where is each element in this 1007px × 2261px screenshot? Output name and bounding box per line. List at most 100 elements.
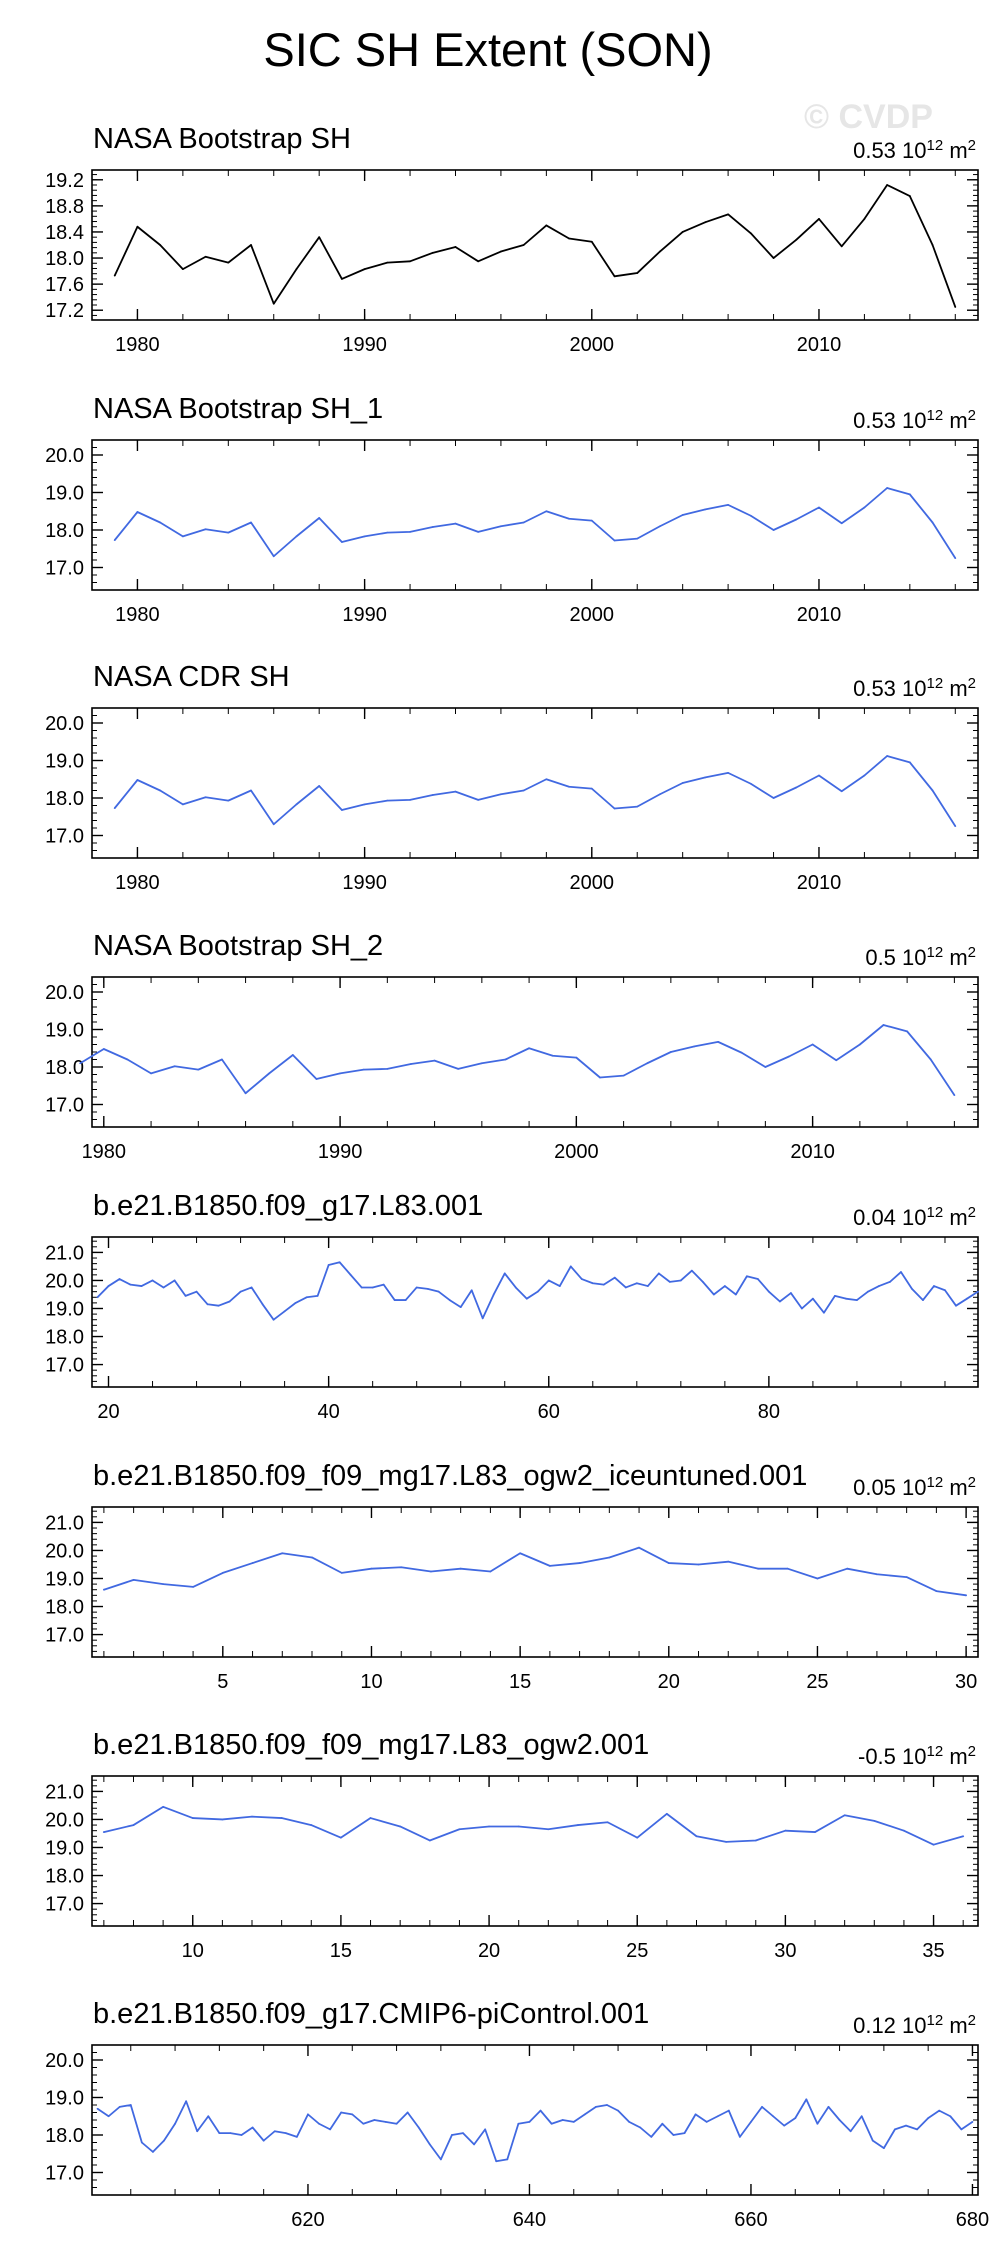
data-point [561, 2119, 564, 2121]
data-point [767, 1290, 770, 1293]
data-point [268, 1072, 271, 1075]
data-point [568, 785, 570, 788]
data-point [547, 1828, 550, 1831]
data-point [608, 1556, 611, 1559]
data-point [395, 2122, 398, 2125]
x-tick-label: 25 [806, 1671, 828, 1693]
trend-trend-unit: m [943, 945, 967, 970]
y-tick-label: 18.4 [45, 222, 84, 244]
data-point [107, 1285, 110, 1287]
trend-trend-value: 0.04 [853, 1205, 896, 1230]
data-point [459, 1306, 462, 1308]
data-point [788, 1055, 790, 1058]
y-tick-label: 19.0 [45, 1020, 84, 1042]
data-point [935, 1590, 938, 1593]
panel-bootstrap-sh: NASA Bootstrap SH 0.53 1012 m2 17.2 17.6 18.… [45, 123, 979, 356]
data-point [295, 2135, 298, 2138]
data-point [477, 530, 480, 533]
data-point [229, 2132, 232, 2135]
data-point [786, 1567, 789, 1570]
data-point [911, 1287, 913, 1290]
plot-frame [91, 976, 979, 1128]
data-point [489, 1570, 492, 1573]
data-point [650, 2135, 653, 2138]
y-tick-label: 19.0 [45, 1837, 84, 1859]
data-point [903, 1829, 905, 1832]
data-point [369, 1817, 372, 1819]
data-point [590, 240, 593, 243]
data-point [140, 2141, 143, 2144]
data-point [761, 2105, 763, 2108]
data-point [622, 1074, 625, 1077]
data-point [705, 2120, 708, 2123]
data-point [251, 1815, 253, 1818]
data-point [539, 2109, 542, 2112]
data-point [250, 789, 252, 792]
data-point [79, 1062, 82, 1065]
data-point [184, 1294, 187, 1297]
panel-title: b.e21.B1850.f09_f09_mg17.L83_ogw2_iceunt… [93, 1460, 807, 1492]
y-tick-label: 17.0 [45, 1625, 84, 1647]
data-point [856, 1299, 858, 1301]
data-point [606, 1821, 609, 1824]
data-point [462, 2132, 464, 2135]
data-point [697, 1563, 700, 1566]
y-tick-label: 20.0 [45, 2050, 84, 2072]
trend-trend-base: 10 [896, 2013, 927, 2038]
data-point [360, 1286, 363, 1289]
data-point [927, 2117, 930, 2120]
data-point [310, 1824, 313, 1826]
data-point [316, 1294, 319, 1297]
data-point [500, 793, 502, 796]
data-point [181, 803, 184, 806]
trend-trend-value: 0.5 [865, 945, 896, 970]
data-point [291, 1054, 294, 1056]
data-point [477, 260, 480, 263]
data-point [174, 2122, 176, 2125]
y-tick-label: 21.0 [45, 1242, 84, 1264]
data-point [668, 1280, 671, 1283]
data-point [96, 2107, 99, 2110]
y-tick-label: 19.2 [45, 170, 84, 192]
data-point [151, 1279, 154, 1282]
data-point [636, 537, 639, 540]
data-point [962, 1835, 965, 1838]
y-tick-label: 19.0 [45, 2088, 84, 2110]
x-tick-label: 2000 [570, 604, 615, 626]
series-line [103, 1805, 964, 1846]
data-point [191, 1817, 194, 1819]
data-point [340, 278, 343, 280]
data-point [428, 2143, 431, 2146]
trend-trend-value: 0.05 [853, 1475, 896, 1500]
data-point [818, 774, 820, 777]
data-point [949, 2115, 952, 2118]
data-point [409, 530, 411, 533]
data-point [280, 1817, 283, 1819]
trend-annotation: -0.5 1012 m2 [858, 1743, 976, 1770]
data-point [595, 2105, 597, 2108]
series-line [114, 755, 957, 827]
data-point [514, 1286, 517, 1289]
data-point [694, 2113, 697, 2116]
panel-ogw2-001: b.e21.B1850.f09_f09_mg17.L83_ogw2.001 -0.… [45, 1729, 979, 1962]
data-point [551, 1054, 554, 1057]
data-point [757, 1567, 759, 1570]
data-point [908, 493, 911, 496]
data-point [430, 1570, 432, 1573]
y-tick-label: 21.0 [45, 1512, 84, 1534]
data-point [646, 1285, 649, 1287]
data-point [704, 776, 707, 779]
data-point [437, 1290, 440, 1293]
data-point [129, 2104, 132, 2106]
data-point [944, 1289, 946, 1292]
data-point [900, 1271, 902, 1273]
trend-trend-value: 0.53 [853, 138, 896, 163]
x-tick-label: 1990 [318, 1141, 363, 1163]
data-point [636, 1836, 639, 1839]
data-point [572, 2120, 575, 2123]
data-point [181, 535, 184, 538]
data-point [327, 1264, 330, 1266]
y-tick-label: 17.6 [45, 274, 84, 296]
data-point [681, 514, 684, 516]
